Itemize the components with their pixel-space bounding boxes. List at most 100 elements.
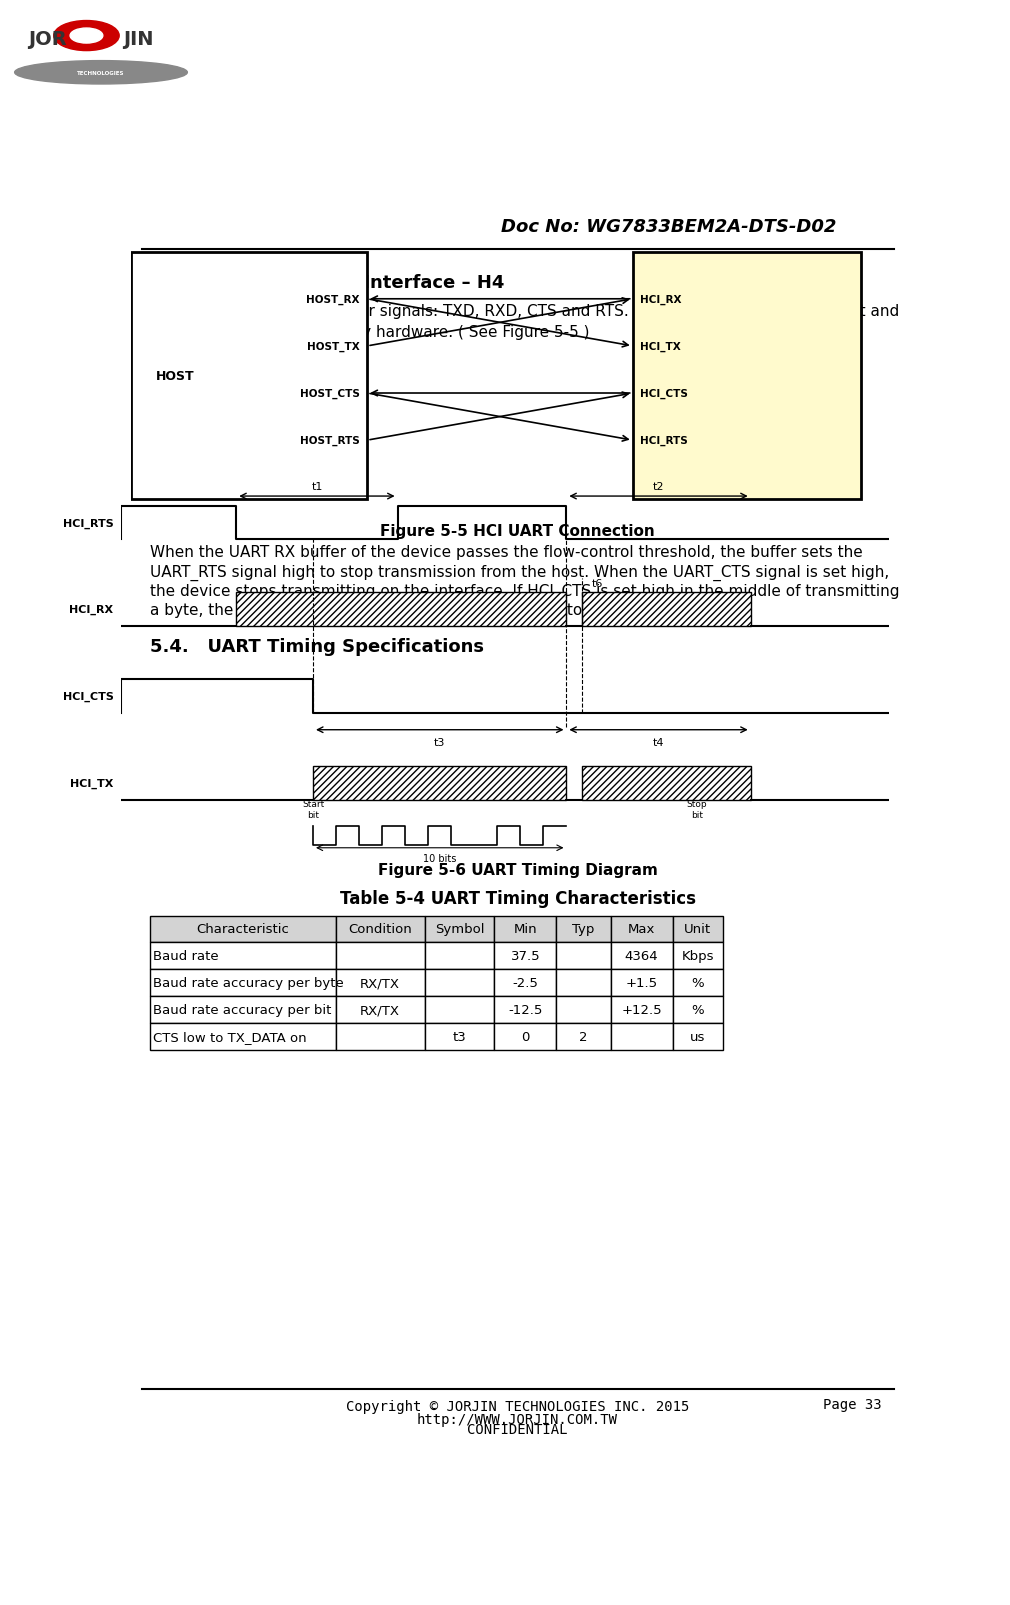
Circle shape [54, 21, 119, 51]
Text: HCI_TX: HCI_TX [640, 342, 681, 351]
Text: 5.4.   UART Timing Specifications: 5.4. UART Timing Specifications [149, 637, 484, 655]
Bar [424, 997, 494, 1024]
Text: t6: t6 [592, 578, 603, 589]
Bar [149, 1024, 335, 1051]
Bar [611, 997, 673, 1024]
Bar [673, 997, 723, 1024]
Bar [335, 1024, 424, 1051]
Text: HCI_RTS: HCI_RTS [63, 518, 113, 528]
Text: 5.3.1.  UART 4-Wires Interface – H4: 5.3.1. UART 4-Wires Interface – H4 [149, 273, 504, 292]
Text: Page 33: Page 33 [823, 1396, 882, 1411]
Text: HOST_RTS: HOST_RTS [300, 435, 360, 446]
Text: Condition: Condition [348, 923, 412, 936]
Text: 4364: 4364 [625, 950, 659, 963]
Bar [335, 997, 424, 1024]
Bar [313, 767, 567, 801]
Bar [494, 916, 557, 942]
Bar [494, 1024, 557, 1051]
Bar [673, 916, 723, 942]
Bar [131, 252, 368, 499]
Text: HOST_TX: HOST_TX [307, 342, 360, 351]
Bar [149, 997, 335, 1024]
Text: t3: t3 [452, 1030, 467, 1043]
Text: a byte, the device finishes transmitting the byte and stops the transmission.: a byte, the device finishes transmitting… [149, 603, 737, 618]
Text: -2.5: -2.5 [512, 977, 538, 990]
Bar [632, 252, 862, 499]
Text: RX/TX: RX/TX [360, 977, 400, 990]
Text: HCI_RX: HCI_RX [640, 294, 682, 305]
Text: Symbol: Symbol [434, 923, 484, 936]
Bar [424, 916, 494, 942]
Text: HCI_RX: HCI_RX [70, 605, 113, 615]
Text: Doc No: WG7833BEM2A-DTS-D02: Doc No: WG7833BEM2A-DTS-D02 [501, 218, 836, 236]
Bar [424, 969, 494, 997]
Text: Table 5-4 UART Timing Characteristics: Table 5-4 UART Timing Characteristics [339, 889, 696, 907]
Text: the Device is byte-wise by hardware. ( See Figure 5-5 ): the Device is byte-wise by hardware. ( S… [169, 324, 590, 340]
Text: Baud rate accuracy per byte: Baud rate accuracy per byte [154, 977, 344, 990]
Bar [424, 942, 494, 969]
Bar [557, 1024, 611, 1051]
Text: Characteristic: Characteristic [196, 923, 289, 936]
Bar [494, 969, 557, 997]
Text: Unit: Unit [684, 923, 711, 936]
Text: -12.5: -12.5 [508, 1003, 542, 1016]
Circle shape [70, 29, 103, 43]
Text: Stop
bit: Stop bit [687, 799, 707, 819]
Text: %: % [692, 1003, 704, 1016]
Text: UART_RTS signal high to stop transmission from the host. When the UART_CTS signa: UART_RTS signal high to stop transmissio… [149, 565, 889, 581]
Bar [673, 969, 723, 997]
Text: %: % [692, 977, 704, 990]
Text: the device stops transmitting on the interface. If HCI_CTS is set high in the mi: the device stops transmitting on the int… [149, 584, 899, 600]
Text: HCI_TX: HCI_TX [70, 778, 113, 788]
Bar [424, 1024, 494, 1051]
Bar [673, 1024, 723, 1051]
Text: Copyright © JORJIN TECHNOLOGIES INC. 2015: Copyright © JORJIN TECHNOLOGIES INC. 201… [346, 1400, 689, 1412]
Text: t2: t2 [652, 482, 665, 491]
Text: us: us [690, 1030, 706, 1043]
Text: +12.5: +12.5 [621, 1003, 662, 1016]
Bar [149, 969, 335, 997]
Text: http://WWW.JORJIN.COM.TW: http://WWW.JORJIN.COM.TW [417, 1412, 618, 1427]
Text: HOST: HOST [157, 369, 195, 382]
Bar [582, 594, 750, 628]
Text: t3: t3 [434, 738, 445, 748]
Bar [557, 997, 611, 1024]
Bar [611, 916, 673, 942]
Text: Figure 5-6 UART Timing Diagram: Figure 5-6 UART Timing Diagram [378, 862, 658, 876]
Text: HCI_CTS: HCI_CTS [63, 692, 113, 701]
Bar [557, 916, 611, 942]
Text: CTS low to TX_DATA on: CTS low to TX_DATA on [154, 1030, 307, 1043]
Text: 37.5: 37.5 [511, 950, 540, 963]
Bar [611, 942, 673, 969]
Text: HCI_RTS: HCI_RTS [640, 435, 688, 446]
Bar [149, 916, 335, 942]
Text: RX/TX: RX/TX [360, 1003, 400, 1016]
Bar [149, 942, 335, 969]
Bar [335, 916, 424, 942]
Text: TECHNOLOGIES: TECHNOLOGIES [77, 71, 125, 75]
Bar [611, 1024, 673, 1051]
Text: CONFIDENTIAL: CONFIDENTIAL [468, 1422, 568, 1436]
Bar [582, 767, 750, 801]
Text: Baud rate: Baud rate [154, 950, 219, 963]
Bar [494, 942, 557, 969]
Text: Min: Min [513, 923, 537, 936]
Text: t1: t1 [311, 482, 322, 491]
Bar [494, 997, 557, 1024]
Text: HOST_RX: HOST_RX [306, 294, 360, 305]
Bar [611, 969, 673, 997]
Ellipse shape [14, 61, 188, 85]
Bar [335, 969, 424, 997]
Bar [335, 942, 424, 969]
Text: HOST_CTS: HOST_CTS [300, 388, 360, 400]
Text: t4: t4 [652, 738, 665, 748]
Text: HCI_CTS: HCI_CTS [640, 388, 688, 400]
Text: JIN: JIN [123, 30, 154, 50]
Text: Max: Max [628, 923, 655, 936]
Text: Figure 5-5 HCI UART Connection: Figure 5-5 HCI UART Connection [380, 523, 655, 539]
Text: 2: 2 [580, 1030, 588, 1043]
Text: +1.5: +1.5 [625, 977, 658, 990]
Text: The interface includes four signals: TXD, RXD, CTS and RTS. Flow control between: The interface includes four signals: TXD… [169, 305, 899, 319]
Text: Baud rate accuracy per bit: Baud rate accuracy per bit [154, 1003, 331, 1016]
Text: When the UART RX buffer of the device passes the flow-control threshold, the buf: When the UART RX buffer of the device pa… [149, 546, 863, 560]
